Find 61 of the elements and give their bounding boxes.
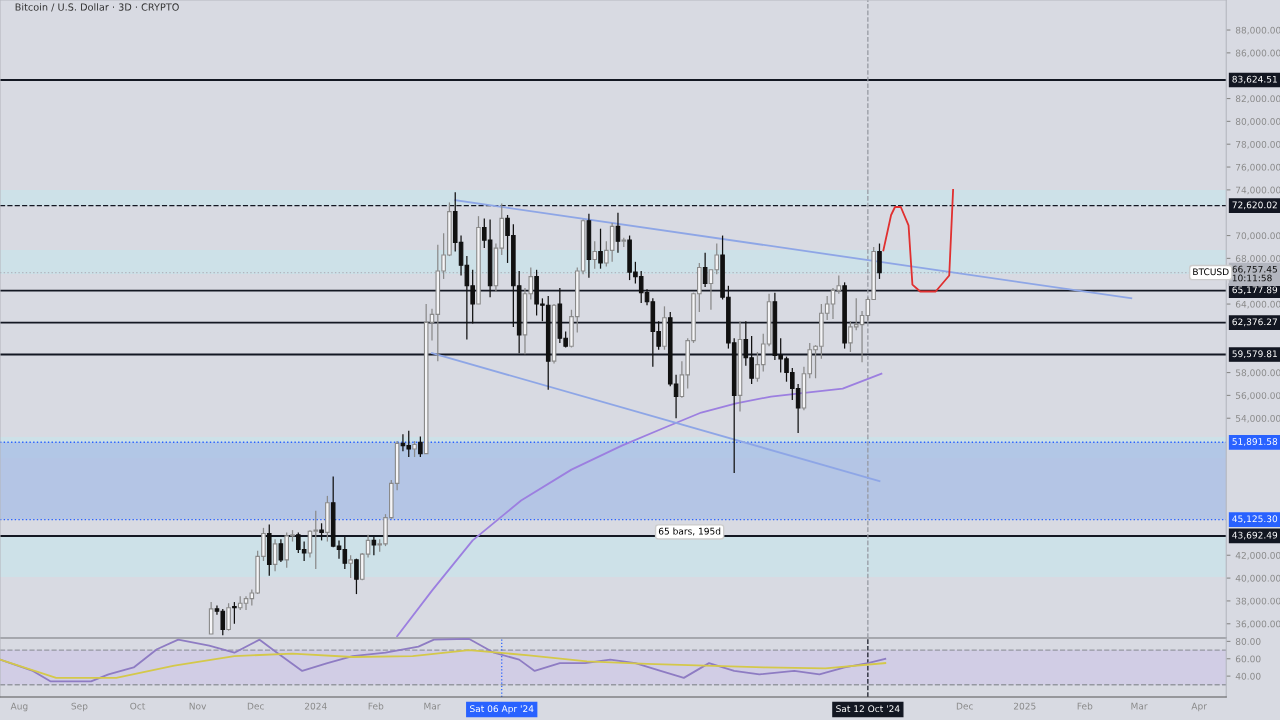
annotation: 65 bars, 195d: [658, 527, 721, 536]
y-tick-label: 42,000.00: [1235, 551, 1280, 560]
x-tick-label: Nov: [189, 702, 207, 710]
candlestick: [592, 240, 598, 270]
x-tick-label: Apr: [1191, 702, 1207, 712]
x-tick-label: 2025: [1013, 702, 1036, 710]
candlestick: [348, 554, 353, 579]
chart-title: Bitcoin / U.S. Dollar · 3D · CRYPTO: [15, 3, 179, 12]
ref-line-label: 72,620.02: [1232, 201, 1277, 210]
y-tick-label: 40,000.00: [1235, 574, 1280, 583]
y-tick-label: 58,000.00: [1235, 369, 1280, 378]
candlestick: [702, 252, 708, 288]
y-tick-label: 86,000.00: [1235, 49, 1280, 58]
candlestick: [598, 228, 603, 270]
y-tick-label: 64,000.00: [1235, 300, 1280, 309]
y-tick-label: 80,000.00: [1235, 118, 1280, 126]
ref-line-label: 62,376.27: [1232, 318, 1277, 327]
ref-line-label: 83,624.51: [1232, 75, 1277, 84]
y-tick-label: 74,000.00: [1236, 186, 1280, 195]
y-tick-label: 80.00: [1235, 638, 1261, 645]
line-series: [396, 372, 883, 638]
y-tick-label: 70,000.00: [1236, 232, 1280, 241]
y-tick-label: 68,000.00: [1235, 255, 1280, 263]
y-tick-label: 76,000.00: [1236, 163, 1280, 172]
x-tick-label: Mar: [424, 702, 441, 710]
y-tick-label: 54,000.00: [1235, 414, 1280, 423]
y-tick-label: 56,000.00: [1235, 392, 1280, 400]
candlestick: [371, 536, 377, 556]
y-tick-label: 36,000.00: [1235, 620, 1280, 629]
y-tick-label: 40.00: [1235, 672, 1261, 680]
x-tick-label: Mar: [1131, 702, 1148, 710]
candlestick: [354, 558, 359, 595]
x-tick-label: Dec: [247, 702, 264, 710]
candlestick: [278, 538, 284, 563]
y-tick-label: 60.00: [1235, 655, 1261, 663]
ref-line-label: 51,891.58: [1232, 438, 1278, 446]
y-tick-label: 38,000.00: [1235, 597, 1280, 606]
ref-line-label: Sat 06 Apr '24: [470, 705, 534, 714]
candlestick: [226, 602, 231, 632]
ref-line-label: 45,125.30: [1232, 515, 1278, 524]
y-tick-label: 88,000.00: [1235, 26, 1280, 35]
candlestick: [877, 242, 882, 280]
ref-line-label: 43,692.49: [1232, 531, 1278, 540]
annotation: BTCUSD: [1193, 268, 1229, 276]
ref-line-label: Sat 12 Oct '24: [836, 705, 900, 713]
x-tick-label: Sep: [71, 702, 88, 712]
x-tick-label: Aug: [10, 702, 28, 712]
x-tick-label: Feb: [1077, 702, 1093, 710]
x-tick-label: Oct: [130, 702, 146, 710]
candlestick: [272, 538, 278, 572]
line-series: [0, 649, 887, 679]
ref-line-label: 59,579.81: [1232, 350, 1277, 359]
candlestick: [418, 435, 423, 458]
y-tick-label: 82,000.00: [1235, 95, 1280, 104]
ref-line-label: 65,177.89: [1232, 286, 1278, 295]
y-tick-label: 78,000.00: [1236, 140, 1280, 149]
x-tick-label: Dec: [956, 702, 973, 710]
x-tick-label: 2024: [304, 702, 327, 710]
ref-line-label: 66,757.45 10:11:58: [1232, 265, 1277, 282]
x-tick-label: Feb: [368, 702, 384, 710]
candlestick: [232, 601, 237, 625]
